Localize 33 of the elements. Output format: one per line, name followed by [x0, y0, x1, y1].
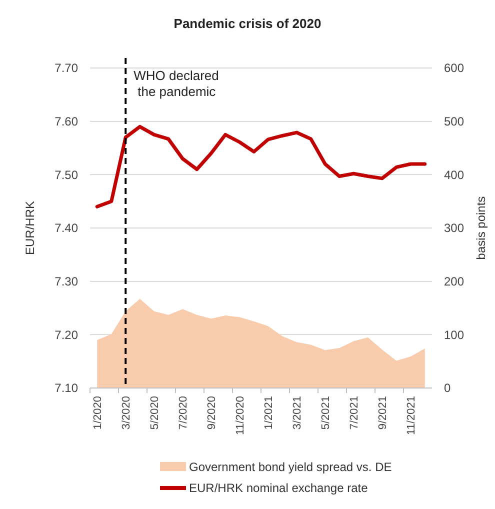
ref-line-label: WHO declared the pandemic — [134, 68, 219, 99]
x-tick-label: 7/2021 — [348, 396, 360, 430]
x-tick-label: 5/2021 — [320, 396, 332, 430]
x-tick-label: 9/2021 — [376, 396, 389, 430]
x-tick-label: 1/2020 — [92, 396, 104, 430]
y2-tick-label: 0 — [444, 381, 451, 396]
x-tick-label: 7/2020 — [177, 396, 190, 430]
y-tick-label: 7.40 — [54, 221, 78, 236]
y2-tick-label: 100 — [444, 328, 464, 342]
y-tick-label: 7.60 — [54, 114, 78, 129]
y-tick-label: 7.50 — [54, 168, 78, 182]
y2-tick-label: 600 — [444, 61, 464, 76]
x-tick-label: 3/2021 — [291, 396, 304, 430]
y2-axis-title: basis points — [474, 196, 488, 260]
x-tick-label: 11/2020 — [234, 396, 246, 435]
y-axis-title: EUR/HRK — [23, 200, 37, 256]
x-tick-label: 11/2021 — [405, 396, 418, 435]
y2-tick-label: 500 — [444, 114, 464, 129]
y-tick-label: 7.30 — [54, 274, 78, 289]
legend-label: Government bond yield spread vs. DE — [189, 460, 392, 474]
line-series — [95, 124, 427, 208]
y-tick-label: 7.20 — [54, 328, 78, 342]
x-tick-label: 5/2020 — [148, 396, 161, 430]
x-tick-label: 9/2020 — [206, 396, 218, 430]
y2-tick-label: 400 — [444, 168, 464, 182]
y2-tick-label: 200 — [444, 274, 464, 289]
x-tick-label: 1/2021 — [262, 396, 275, 430]
y2-tick-label: 300 — [444, 221, 464, 236]
x-tick-label: 3/2020 — [120, 396, 132, 430]
y-tick-label: 7.70 — [54, 61, 78, 76]
y-tick-label: 7.10 — [54, 381, 78, 396]
legend-label: EUR/HRK nominal exchange rate — [189, 481, 368, 496]
chart-title: Pandemic crisis of 2020 — [174, 16, 322, 31]
